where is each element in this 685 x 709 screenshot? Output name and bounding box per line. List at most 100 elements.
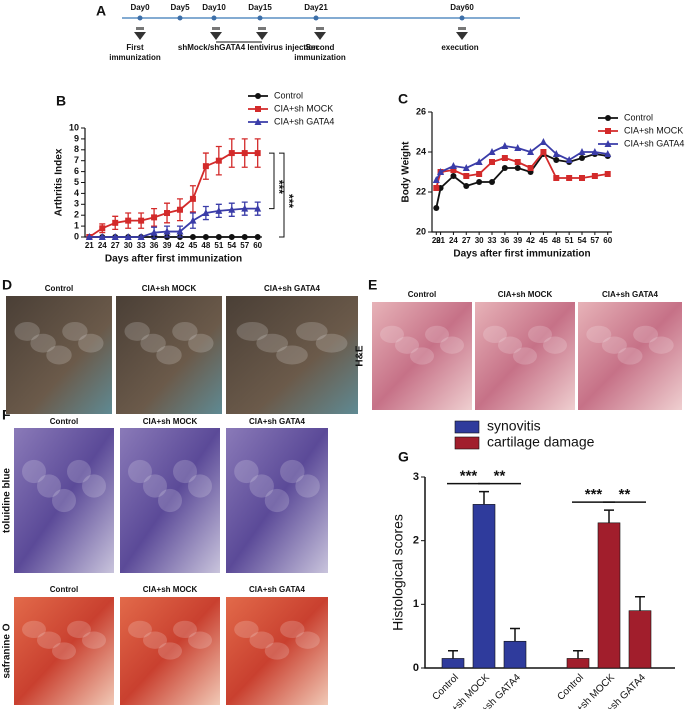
tissue-blob	[410, 347, 434, 365]
point	[475, 158, 483, 165]
timeline-dot	[257, 15, 263, 21]
point	[604, 171, 611, 177]
sig-label: ***	[460, 468, 478, 485]
day-label: Day60	[450, 3, 474, 12]
y-tick-label: 10	[69, 122, 79, 132]
point	[591, 173, 598, 179]
tissue-blob	[37, 474, 61, 498]
point	[254, 150, 261, 157]
error-bar	[573, 650, 583, 659]
bar	[597, 522, 621, 669]
panel-letter: G	[398, 449, 409, 465]
y-axis-label: Arthritis Index	[54, 148, 65, 216]
tissue-blob	[276, 345, 308, 365]
point	[553, 157, 560, 163]
tissue-blob	[264, 488, 290, 513]
day-label: Day10	[202, 3, 226, 12]
tissue-blob	[264, 642, 290, 660]
timeline-dot	[137, 15, 143, 21]
tissue-blob	[617, 347, 643, 365]
point	[112, 219, 119, 226]
arrow-icon	[136, 27, 144, 30]
day-label: Day21	[304, 3, 328, 12]
point	[488, 148, 496, 155]
panel-letter: E	[368, 277, 377, 293]
tissue-blob	[140, 333, 166, 353]
point	[566, 175, 573, 181]
photo-label: CIA+sh MOCK	[498, 290, 553, 299]
bar	[441, 658, 465, 669]
tissue-blob	[188, 631, 212, 649]
point	[202, 209, 210, 217]
tissue-blob	[188, 474, 212, 498]
x-tick-label: 24	[449, 236, 458, 245]
bar	[628, 610, 652, 669]
point	[228, 234, 235, 240]
x-tick-label: 39	[163, 241, 172, 250]
x-tick-label: 54	[578, 236, 587, 245]
tissue-blob	[188, 333, 214, 353]
point	[501, 155, 508, 161]
point	[527, 165, 534, 171]
day-label: Day5	[170, 3, 190, 12]
point	[462, 164, 470, 171]
point	[150, 228, 158, 236]
y-axis-label: Body Weight	[401, 141, 412, 203]
point	[449, 162, 457, 169]
tissue-blob	[173, 459, 197, 484]
tissue-blob	[586, 325, 612, 344]
tissue-blob	[158, 488, 182, 513]
point	[514, 159, 521, 165]
panel-letter: D	[2, 277, 12, 293]
legend-label: CIA+sh GATA4	[274, 116, 334, 126]
tissue-blob	[256, 333, 289, 353]
photo-label: CIA+sh MOCK	[142, 284, 197, 293]
tissue-blob	[67, 459, 91, 484]
point	[124, 233, 132, 240]
point	[137, 233, 145, 240]
arrow-icon	[456, 32, 468, 40]
tissue-blob	[633, 325, 659, 344]
arrow-icon	[258, 27, 266, 30]
point	[553, 175, 560, 181]
y-tick-label: 2	[74, 210, 79, 220]
y-axis-label: Histological scores	[390, 514, 406, 631]
tissue-blob	[295, 321, 328, 341]
day-label: Day0	[130, 3, 150, 12]
point	[579, 175, 585, 181]
y-tick-label: 0	[413, 662, 419, 674]
y-tick-label: 1	[74, 220, 79, 230]
day-label: Day15	[248, 3, 272, 12]
legend-swatch	[454, 420, 480, 434]
y-tick-label: 0	[74, 231, 79, 241]
arrow-icon	[134, 32, 146, 40]
legend-label: cartilage damage	[487, 434, 595, 450]
tissue-blob	[234, 620, 259, 639]
legend-marker	[605, 115, 611, 121]
tissue-blob	[395, 336, 419, 354]
event-label: shMock/shGATA4 lentivirus injection	[178, 43, 318, 52]
y-tick-label: 2	[413, 535, 419, 547]
point	[85, 233, 93, 240]
point	[215, 234, 222, 240]
tissue-blob	[30, 333, 56, 353]
x-tick-label: 54	[227, 241, 236, 250]
legend-label: CIA+sh MOCK	[274, 103, 333, 113]
photo-f	[14, 428, 114, 573]
y-tick-label: 5	[74, 177, 79, 187]
photo-label: CIA+sh GATA4	[264, 284, 320, 293]
point	[527, 148, 535, 155]
error-bar	[448, 650, 458, 659]
point	[228, 150, 235, 157]
sig-bracket	[269, 152, 275, 210]
panel-letter: C	[398, 91, 408, 107]
point	[138, 217, 145, 224]
event-label: First	[126, 43, 144, 52]
tissue-blob	[52, 488, 76, 513]
photo-label: Control	[50, 585, 78, 594]
timeline-dot	[459, 15, 465, 21]
tissue-blob	[498, 336, 522, 354]
x-tick-label: 21	[85, 241, 94, 250]
x-tick-label: 33	[488, 236, 497, 245]
